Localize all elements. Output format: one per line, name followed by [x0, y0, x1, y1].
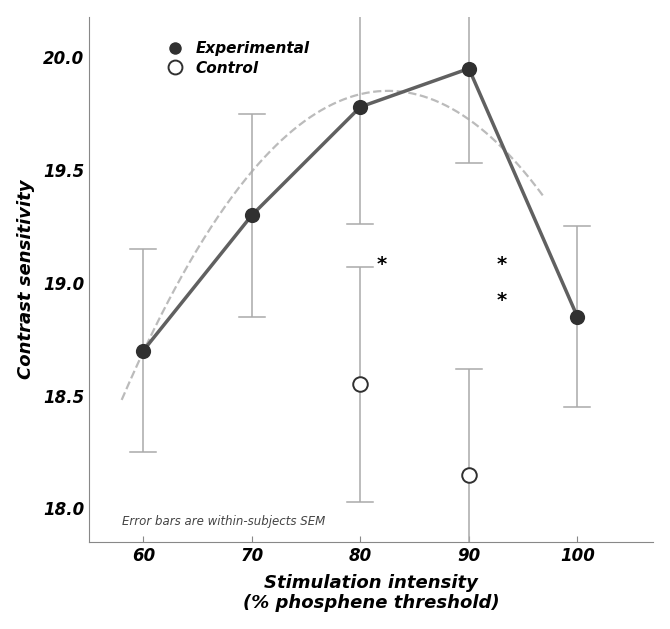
Text: Error bars are within-subjects SEM: Error bars are within-subjects SEM — [122, 515, 325, 528]
Point — [572, 312, 583, 322]
Point — [138, 345, 149, 355]
Text: *: * — [377, 255, 387, 274]
X-axis label: Stimulation intensity
(% phosphene threshold): Stimulation intensity (% phosphene thres… — [243, 574, 500, 613]
Legend: Experimental, Control: Experimental, Control — [153, 35, 316, 82]
Y-axis label: Contrast sensitivity: Contrast sensitivity — [17, 180, 35, 379]
Point — [355, 102, 366, 112]
Text: *: * — [496, 255, 507, 274]
Text: *: * — [496, 291, 507, 311]
Point — [247, 210, 257, 220]
Point — [464, 470, 474, 480]
Point — [464, 64, 474, 74]
Point — [355, 379, 366, 389]
